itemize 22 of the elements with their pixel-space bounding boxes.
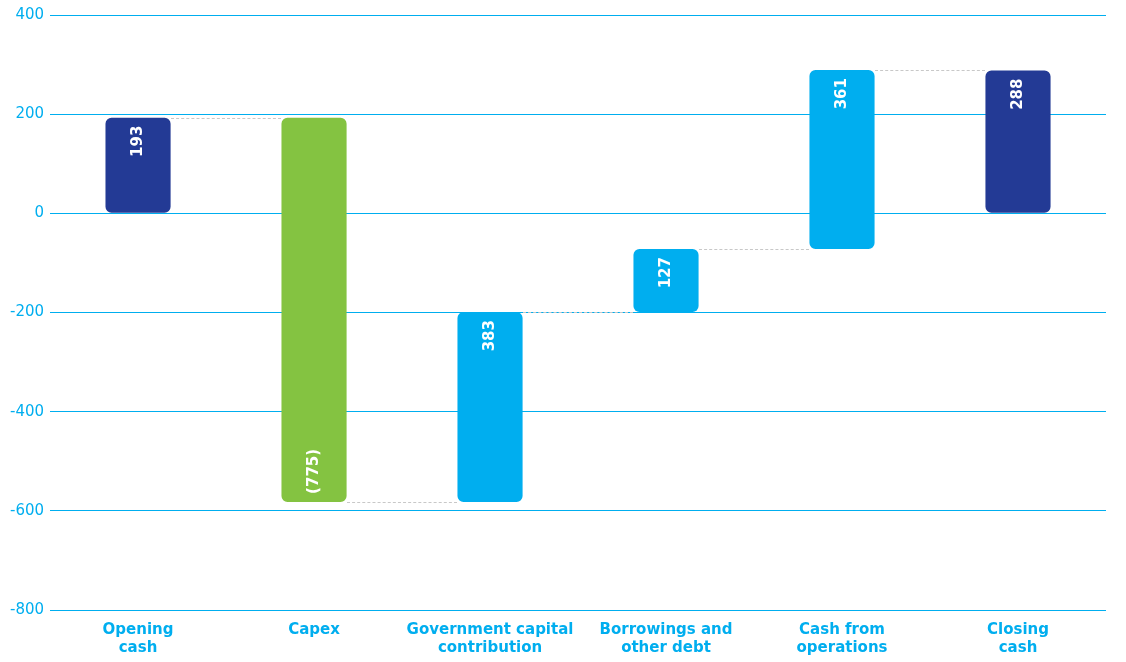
x-tick-label: Opening cash: [102, 619, 174, 656]
x-tick-label: Borrowings and other debt: [599, 619, 733, 656]
data-label: 127: [655, 257, 674, 289]
y-tick-label: -400: [10, 401, 45, 420]
y-tick-label: -800: [10, 599, 45, 618]
data-label: 383: [479, 320, 498, 352]
y-tick-label: -200: [10, 302, 45, 321]
y-tick-label: 400: [15, 4, 45, 23]
y-tick-label: -600: [10, 500, 45, 519]
y-tick-label: 0: [34, 203, 45, 222]
data-label: 193: [127, 125, 146, 157]
bar: [281, 117, 347, 502]
x-tick-label: Capex: [288, 619, 341, 638]
bar: [105, 117, 171, 213]
data-label: (775): [303, 448, 322, 494]
x-tick-label: Cash from operations: [796, 619, 888, 656]
bar: [985, 70, 1051, 213]
x-tick-label: Government capital contribution: [406, 619, 574, 656]
x-tick-label: Closing cash: [987, 619, 1049, 656]
data-label: 288: [1007, 78, 1026, 110]
data-label: 361: [831, 78, 850, 110]
y-tick-label: 200: [15, 104, 45, 123]
